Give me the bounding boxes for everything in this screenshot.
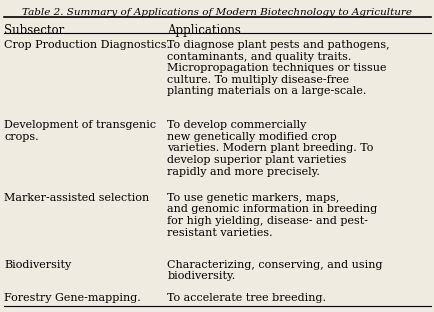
Text: To accelerate tree breeding.: To accelerate tree breeding. — [167, 293, 326, 303]
Text: Applications: Applications — [167, 24, 241, 37]
Text: Development of transgenic
crops.: Development of transgenic crops. — [4, 120, 156, 142]
Text: Biodiversity: Biodiversity — [4, 260, 72, 270]
Text: Subsector: Subsector — [4, 24, 65, 37]
Text: Table 2. Summary of Applications of Modern Biotechnology to Agriculture: Table 2. Summary of Applications of Mode… — [23, 8, 411, 17]
Text: Crop Production Diagnostics.: Crop Production Diagnostics. — [4, 40, 170, 50]
Text: To develop commercially
new genetically modified crop
varieties. Modern plant br: To develop commercially new genetically … — [167, 120, 373, 177]
Text: To use genetic markers, maps,
and genomic information in breeding
for high yield: To use genetic markers, maps, and genomi… — [167, 193, 377, 238]
Text: Marker-assisted selection: Marker-assisted selection — [4, 193, 149, 203]
Text: To diagnose plant pests and pathogens,
contaminants, and quality traits.
Micropr: To diagnose plant pests and pathogens, c… — [167, 40, 389, 96]
Text: Characterizing, conserving, and using
biodiversity.: Characterizing, conserving, and using bi… — [167, 260, 382, 281]
Text: Forestry Gene-mapping.: Forestry Gene-mapping. — [4, 293, 141, 303]
